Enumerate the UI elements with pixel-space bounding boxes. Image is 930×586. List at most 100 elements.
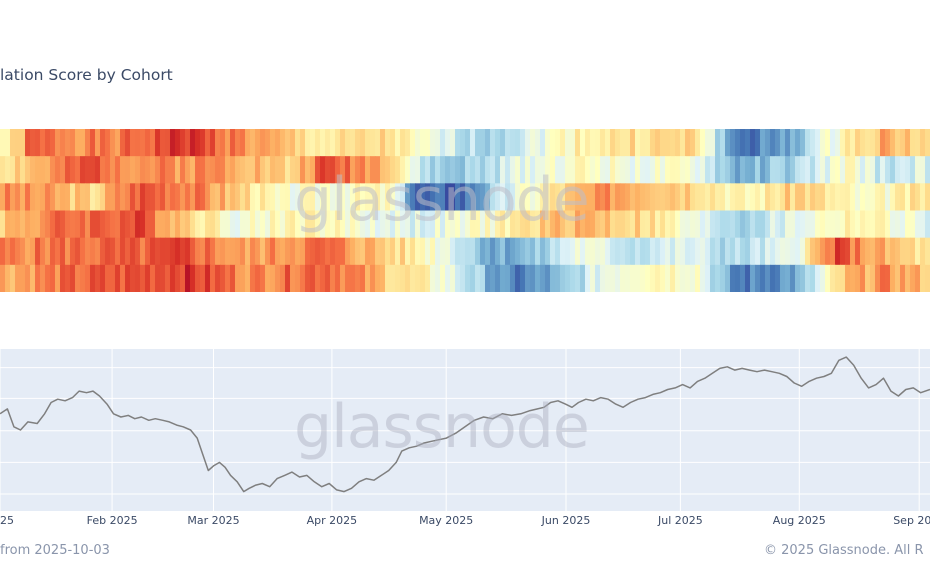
x-tick-label: Mar 2025 [187,514,240,527]
heatmap-cell [100,264,106,292]
heatmap-cell [780,264,786,292]
heatmap-cell [605,129,611,157]
heatmap-cell [175,210,181,239]
heatmap-cell [60,210,66,239]
heatmap-cell [695,237,701,266]
heatmap-cell [910,183,916,211]
heatmap-cell [290,237,296,266]
heatmap-cell [690,264,696,292]
heatmap-cell [655,156,661,184]
heatmap-cell [80,129,86,157]
heatmap-cell [420,183,426,211]
heatmap-cell [525,183,531,211]
heatmap-cell [605,237,611,266]
heatmap-cell [350,183,356,211]
heatmap-cell [195,210,201,239]
heatmap-cell [720,210,726,239]
heatmap-cell [730,237,736,266]
heatmap-cell [710,264,716,292]
heatmap-cell [360,264,366,292]
heatmap-cell [615,156,621,184]
heatmap-cell [50,156,56,184]
heatmap-cell [910,129,916,157]
heatmap-cell [620,264,626,292]
heatmap-cell [785,129,791,157]
heatmap-cell [440,210,446,239]
heatmap-cell [450,183,456,211]
heatmap-cell [395,156,401,184]
heatmap-cell [520,183,526,211]
heatmap-cell [695,183,701,211]
heatmap-cell [845,129,851,157]
heatmap-cell [820,264,826,292]
heatmap-cell [790,237,796,266]
heatmap-cell [920,264,926,292]
heatmap-cell [665,129,671,157]
heatmap-cell [670,156,676,184]
heatmap-cell [770,129,776,157]
heatmap-cell [320,183,326,211]
heatmap-cell [255,156,261,184]
price-line-chart [0,349,930,511]
heatmap-cell [885,237,891,266]
heatmap-cell [715,129,721,157]
heatmap-cell [630,156,636,184]
heatmap-cell [70,183,76,211]
heatmap-cell [160,264,166,292]
heatmap-cell [105,156,111,184]
heatmap-cell [180,264,186,292]
heatmap-cell [750,183,756,211]
heatmap-cell [365,264,371,292]
heatmap-cell [170,156,176,184]
heatmap-cell [135,264,141,292]
heatmap-cell [250,129,256,157]
heatmap-cell [480,183,486,211]
heatmap-cell [135,156,141,184]
heatmap-cell [565,210,571,239]
heatmap-cell [370,237,376,266]
heatmap-cell [745,210,751,239]
heatmap-cell [235,264,241,292]
heatmap-cell [780,129,786,157]
heatmap-cell [835,264,841,292]
heatmap-cell [730,210,736,239]
heatmap-cell [770,237,776,266]
heatmap-cell [440,183,446,211]
heatmap-cell [540,156,546,184]
heatmap-cell [95,264,101,292]
heatmap-cell [160,183,166,211]
heatmap-cell [125,156,131,184]
heatmap-cell [665,210,671,239]
heatmap-cell [480,156,486,184]
heatmap-cell [65,237,71,266]
heatmap-cell [615,264,621,292]
heatmap-cell [705,237,711,266]
heatmap-cell [265,156,271,184]
heatmap-cell [65,129,71,157]
heatmap-cell [870,237,876,266]
heatmap-cell [705,183,711,211]
heatmap-cell [670,183,676,211]
footer-copyright: © 2025 Glassnode. All R [764,543,924,558]
heatmap-cell [850,156,856,184]
heatmap-cell [565,264,571,292]
heatmap-cell [110,210,116,239]
heatmap-cell [330,156,336,184]
heatmap-cell [445,129,451,157]
heatmap-cell [120,237,126,266]
heatmap-cell [390,129,396,157]
heatmap-cell [180,237,186,266]
heatmap-cell [735,210,741,239]
heatmap-cell [575,129,581,157]
heatmap-cell [640,210,646,239]
heatmap-cell [120,183,126,211]
heatmap-cell [160,129,166,157]
heatmap-cell [90,264,96,292]
heatmap-cell [225,264,231,292]
heatmap-cell [270,129,276,157]
heatmap-cell [780,237,786,266]
heatmap-cell [70,156,76,184]
heatmap-cell [50,264,56,292]
heatmap-cell [30,129,36,157]
heatmap-cell [155,183,161,211]
